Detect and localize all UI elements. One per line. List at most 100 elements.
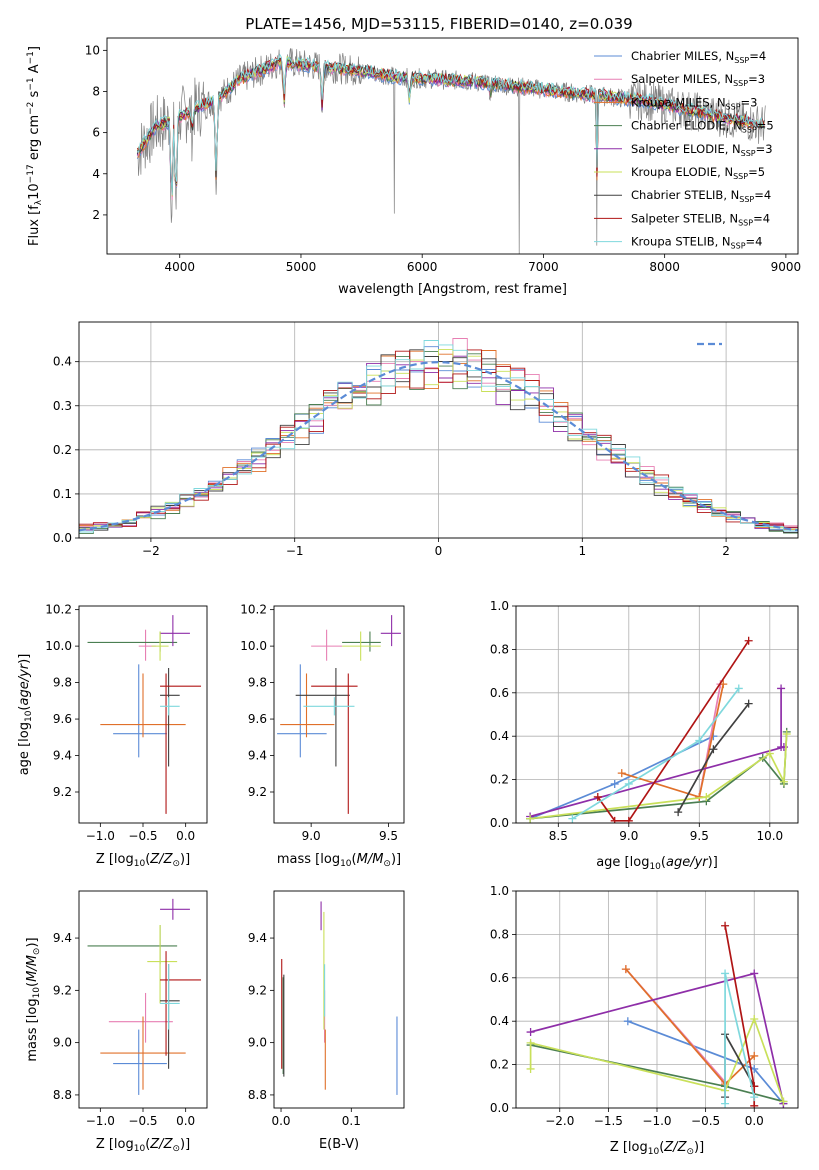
y-tick-label: 4 xyxy=(92,167,100,181)
y-tick-label: 8 xyxy=(92,84,100,98)
y-tick-label: 9.4 xyxy=(248,749,267,763)
x-tick-label: −0.5 xyxy=(691,1114,720,1128)
spectrum-legend: Chabrier MILES, NSSP=4 Salpeter MILES, NS… xyxy=(594,49,774,251)
x-tick-label: 9000 xyxy=(771,260,802,274)
histogram-kroupa-stelib xyxy=(79,340,798,538)
x-tick-label: −1.0 xyxy=(86,829,115,843)
data-point-kroupa-miles xyxy=(100,1016,186,1090)
mass-weight-vs-age-panel: 8.5 9.0 9.5 10.0 0.0 0.2 0.4 0.6 0.8 1.0 age [log1… xyxy=(490,599,799,872)
data-point-chabrier-elodie xyxy=(342,631,381,652)
x-tick-label: 9.0 xyxy=(302,829,321,843)
data-point-kroupa-elodie xyxy=(151,631,169,661)
plot-area xyxy=(526,921,788,1108)
model-spectrum-kroupa-stelib xyxy=(137,53,765,196)
legend-entry: Salpeter ELODIE, NSSP=3 xyxy=(631,142,773,158)
plus-marker xyxy=(617,769,626,778)
plus-marker xyxy=(526,1028,535,1037)
y-tick-label: 9.6 xyxy=(53,712,72,726)
plus-marker xyxy=(750,1093,759,1102)
figure-title: PLATE=1456, MJD=53115, FIBERID=0140, z=0… xyxy=(245,15,632,33)
data-point-salpeter-miles xyxy=(311,629,343,661)
x-tick-label: 0.0 xyxy=(271,1114,290,1128)
plus-marker xyxy=(744,699,753,708)
axes-frame xyxy=(515,605,799,824)
data-point-kroupa-miles xyxy=(100,673,186,738)
mass-vs-extinction-panel: 0.0 0.1 8.8 9.0 9.2 9.4 E(B-V) xyxy=(248,890,405,1152)
x-tick-label: 0.0 xyxy=(176,829,195,843)
series-chabrier-stelib xyxy=(674,699,753,817)
data-point-chabrier-miles xyxy=(277,664,327,758)
x-tick-label: −2.0 xyxy=(545,1114,574,1128)
y-tick-label: 9.4 xyxy=(53,931,72,945)
plus-marker xyxy=(624,779,633,788)
y-tick-label: 0.2 xyxy=(490,773,509,787)
x-tick-label: 5000 xyxy=(286,260,317,274)
legend-entry: Salpeter STELIB, NSSP=4 xyxy=(631,211,770,227)
data-point-kroupa-stelib xyxy=(160,697,180,716)
plus-marker xyxy=(721,921,730,930)
legend-entry: Chabrier ELODIE, NSSP=5 xyxy=(631,119,774,135)
residual-histogram-panel: −2 −1 0 1 2 0.0 0.1 0.2 0.3 0.4 xyxy=(53,321,799,558)
x-tick-label: 8.5 xyxy=(549,829,568,843)
y-tick-label: 9.2 xyxy=(248,785,267,799)
axes-frame xyxy=(273,890,405,1109)
plus-marker xyxy=(610,779,619,788)
x-tick-label: 0.0 xyxy=(176,1114,195,1128)
plus-marker xyxy=(695,736,704,745)
y-tick-label: 9.8 xyxy=(248,676,267,690)
plus-marker xyxy=(750,1101,759,1108)
plot-area xyxy=(87,615,202,814)
y-tick-label: 10.2 xyxy=(45,603,72,617)
y-tick-label: 0.4 xyxy=(490,1014,509,1028)
x-axis-label: age [log10(age/yr)] xyxy=(596,855,718,872)
series-line xyxy=(724,973,756,1104)
plus-marker xyxy=(744,636,753,645)
plus-marker xyxy=(779,777,788,786)
data-point-salpeter-elodie xyxy=(380,615,401,647)
y-tick-label: 0.0 xyxy=(53,531,72,545)
plus-marker xyxy=(779,1097,788,1106)
plus-marker xyxy=(702,792,711,801)
data-point-kroupa-stelib xyxy=(160,964,180,1030)
plot-area xyxy=(79,338,798,538)
y-tick-label: 6 xyxy=(92,126,100,140)
mass-vs-metallicity-panel: −1.0 −0.5 0.0 8.8 9.0 9.2 9.4 Z [log10(Z/Z⊙)] ma… xyxy=(25,890,208,1154)
y-tick-label: 9.6 xyxy=(248,712,267,726)
plus-marker xyxy=(765,749,774,758)
y-tick-label: 0.8 xyxy=(490,642,509,656)
y-axis-label: age [log10(age/yr)] xyxy=(17,654,34,776)
plot-area xyxy=(281,901,398,1095)
data-point-salpeter-miles xyxy=(108,992,173,1043)
x-tick-label: 6000 xyxy=(407,260,438,274)
data-point-salpeter-stelib xyxy=(311,673,358,814)
axes-frame xyxy=(273,605,405,824)
x-tick-label: 8000 xyxy=(649,260,680,274)
x-tick-label: −1.0 xyxy=(86,1114,115,1128)
plus-marker xyxy=(721,1099,730,1108)
y-tick-label: 10.0 xyxy=(45,639,72,653)
plus-marker xyxy=(568,814,577,823)
legend-entry: Kroupa STELIB, NSSP=4 xyxy=(631,235,762,251)
plus-marker xyxy=(777,684,786,693)
normal-curve xyxy=(79,360,798,532)
plus-marker xyxy=(526,814,535,823)
plus-marker xyxy=(721,969,730,978)
y-axis-label: mass [log10(M/M⊙)] xyxy=(25,937,42,1061)
y-tick-label: 9.0 xyxy=(53,1036,72,1050)
data-point-chabrier-elodie xyxy=(87,631,178,652)
y-tick-label: 0.2 xyxy=(490,1058,509,1072)
plus-marker xyxy=(782,730,791,739)
series-salpeter-elodie xyxy=(526,969,788,1108)
x-axis-label: E(B-V) xyxy=(319,1137,359,1152)
x-axis-label: Z [log10(Z/Z⊙)] xyxy=(96,1137,190,1154)
y-tick-label: 9.0 xyxy=(248,1036,267,1050)
data-point-kroupa-elodie xyxy=(342,631,381,661)
plus-marker xyxy=(610,816,619,823)
y-tick-label: 0.0 xyxy=(490,1101,509,1115)
x-tick-label: −1 xyxy=(286,544,304,558)
data-point-chabrier-elodie xyxy=(87,924,178,965)
legend-entry: Chabrier STELIB, NSSP=4 xyxy=(631,188,771,204)
x-tick-label: 1 xyxy=(578,544,586,558)
plus-marker xyxy=(593,792,602,801)
plot-area xyxy=(87,898,202,1095)
